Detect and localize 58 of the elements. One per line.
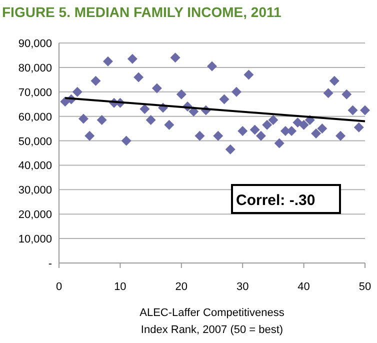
- y-tick-label: 30,000: [18, 184, 52, 197]
- point: [274, 138, 284, 148]
- point: [268, 115, 278, 125]
- point: [311, 128, 322, 138]
- point: [194, 130, 205, 141]
- x-tick-label: 40: [298, 281, 310, 293]
- point: [238, 126, 248, 136]
- x-tick-label: 30: [236, 281, 249, 293]
- point: [127, 54, 138, 64]
- point: [146, 115, 156, 125]
- point: [292, 117, 303, 128]
- point: [298, 120, 309, 130]
- point: [348, 105, 358, 116]
- point: [256, 130, 266, 141]
- point: [90, 76, 101, 86]
- point: [231, 86, 242, 97]
- y-tick-label: 20,000: [18, 209, 52, 222]
- point: [78, 114, 88, 124]
- x-axis-title: ALEC-Laffer Competitiveness Index Rank, 2007 (50 = best): [140, 307, 285, 336]
- point: [262, 120, 272, 130]
- point: [360, 105, 370, 116]
- point: [140, 104, 150, 114]
- y-tick-label: 90,000: [18, 38, 52, 50]
- point: [121, 136, 132, 146]
- point: [72, 86, 82, 97]
- y-tick-label: 70,000: [18, 86, 52, 99]
- point: [354, 122, 364, 132]
- point: [164, 120, 174, 130]
- point: [152, 83, 162, 94]
- x-tick-label: 10: [114, 281, 126, 293]
- point: [102, 56, 113, 66]
- point: [170, 52, 180, 63]
- point: [225, 144, 236, 154]
- point: [336, 130, 346, 141]
- point: [219, 94, 230, 104]
- point: [250, 124, 260, 135]
- y-tick-label: -: [48, 258, 52, 270]
- point: [176, 89, 186, 100]
- point: [134, 72, 144, 82]
- y-tick-label: 40,000: [18, 160, 52, 172]
- x-tick-label: 20: [175, 281, 188, 293]
- chart-title: FIGURE 5. MEDIAN FAMILY INCOME, 2011: [2, 4, 282, 20]
- point: [96, 115, 107, 125]
- x-tick-label: 0: [56, 281, 62, 293]
- point: [207, 61, 217, 72]
- point: [323, 88, 334, 98]
- point: [342, 89, 352, 100]
- y-tick-label: 60,000: [18, 111, 52, 124]
- y-tick-label: 50,000: [18, 136, 52, 148]
- annotation: Correl: -.30: [236, 192, 316, 209]
- x-tick-label: 50: [358, 281, 372, 293]
- point: [329, 76, 340, 86]
- y-tick-label: 80,000: [18, 62, 52, 74]
- point: [84, 130, 95, 141]
- y-tick-label: 10,000: [18, 234, 52, 246]
- point: [244, 70, 254, 80]
- point: [317, 124, 328, 134]
- point: [213, 130, 224, 141]
